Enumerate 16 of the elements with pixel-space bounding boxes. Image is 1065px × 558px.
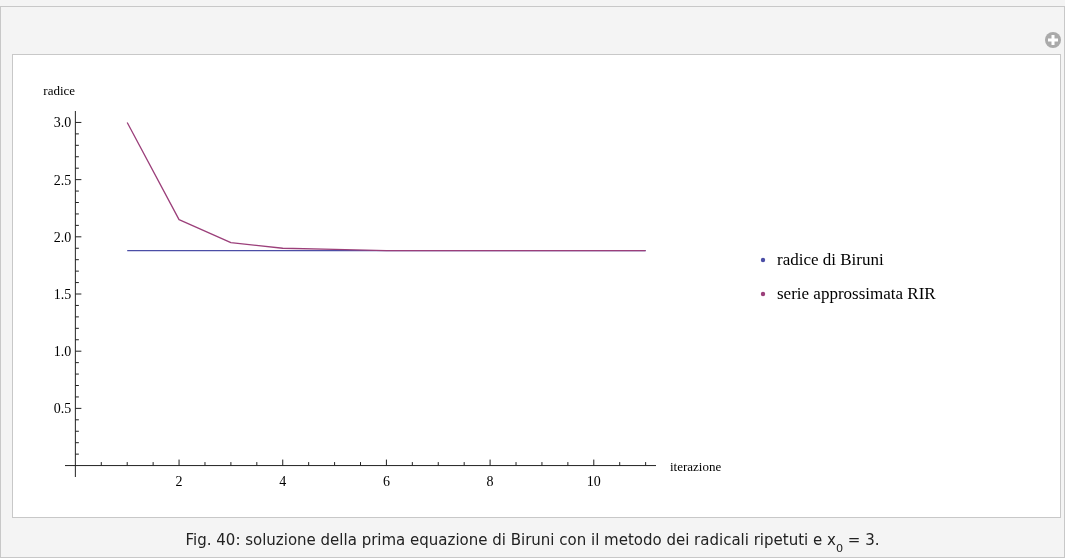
caption: Fig. 40: soluzione della prima equazione di Biruni con il metodo dei radicali ripetuti e x$_{0}$ = 3. xyxy=(185,531,880,555)
y-tick-label: 0.5 xyxy=(53,401,72,417)
y-axis-title: radice xyxy=(43,83,76,98)
x-tick-label: 2 xyxy=(175,473,183,489)
y-tick-label: 1.0 xyxy=(53,344,72,360)
x-tick-label: 10 xyxy=(586,473,601,489)
y-tick-label: 2.5 xyxy=(53,172,72,188)
y-tick-label: 3.0 xyxy=(53,115,72,131)
text: radice di Biruni xyxy=(777,250,884,269)
text: serie approssimata RIR xyxy=(777,284,937,303)
x-axis-title: iterazione xyxy=(670,458,722,474)
x-tick-label: 6 xyxy=(382,473,390,489)
x-tick-label: 4 xyxy=(279,473,287,489)
y-tick-label: 2.0 xyxy=(53,229,72,245)
y-tick-label: 1.5 xyxy=(53,287,72,302)
x-tick-label: 8 xyxy=(486,473,494,489)
